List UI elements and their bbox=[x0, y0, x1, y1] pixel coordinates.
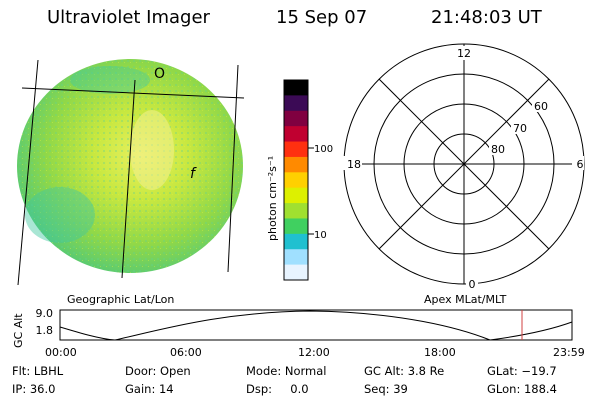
mlt-label-12: 12 bbox=[457, 47, 471, 60]
status-gain: Gain: 14 bbox=[125, 382, 174, 396]
latlon-grid bbox=[17, 59, 245, 286]
xtick-0000: 00:00 bbox=[45, 346, 77, 359]
status-seq: Seq: 39 bbox=[364, 382, 408, 396]
xtick-1800: 18:00 bbox=[424, 346, 456, 359]
colorbar-segment bbox=[284, 218, 308, 235]
uv-image-panel: O f bbox=[17, 59, 245, 286]
colorbar-segment bbox=[284, 141, 308, 158]
xtick-0600: 06:00 bbox=[170, 346, 202, 359]
status-flt: Flt: LBHL bbox=[12, 364, 64, 378]
mlat-label-60: 60 bbox=[534, 100, 548, 113]
colorbar: 100 10 photon cm⁻²s⁻¹ bbox=[266, 79, 333, 281]
colorbar-label-100: 100 bbox=[314, 144, 333, 155]
xtick-2359: 23:59 bbox=[553, 346, 585, 359]
colorbar-segment bbox=[284, 264, 308, 281]
altitude-axis-title: GC Alt bbox=[12, 313, 25, 348]
status-door: Door: Open bbox=[125, 364, 191, 378]
earth-disk bbox=[17, 59, 243, 273]
date-label: 15 Sep 07 bbox=[276, 7, 368, 28]
colorbar-frame bbox=[283, 79, 309, 281]
colorbar-segment bbox=[284, 203, 308, 219]
colorbar-unit-label: photon cm⁻²s⁻¹ bbox=[266, 156, 279, 241]
colorbar-label-10: 10 bbox=[314, 230, 327, 241]
colorbar-segment bbox=[284, 156, 308, 173]
instrument-title: Ultraviolet Imager bbox=[47, 7, 210, 28]
mlt-label-0: 0 bbox=[469, 278, 476, 291]
xtick-1200: 12:00 bbox=[298, 346, 330, 359]
colorbar-segment bbox=[284, 126, 308, 143]
status-glon: GLon: 188.4 bbox=[487, 382, 557, 396]
polar-circles bbox=[343, 43, 585, 285]
colorbar-segment bbox=[284, 80, 308, 96]
colorbar-segment bbox=[284, 233, 308, 250]
colorbar-gradient bbox=[284, 80, 308, 281]
status-mode: Mode: Normal bbox=[246, 364, 327, 378]
polar-plot-caption: Apex MLat/MLT bbox=[424, 293, 507, 306]
colorbar-segment bbox=[284, 110, 308, 127]
status-glat: GLat: −19.7 bbox=[487, 364, 557, 378]
polar-plot: 12 18 6 0 60 70 80 bbox=[342, 43, 585, 291]
colorbar-segment bbox=[284, 249, 308, 266]
mlat-label-80: 80 bbox=[491, 143, 505, 156]
status-dsp: Dsp: 0.0 bbox=[246, 382, 309, 396]
colorbar-segment bbox=[284, 95, 308, 112]
altitude-ytick-1-8: 1.8 bbox=[36, 324, 54, 337]
time-label: 21:48:03 UT bbox=[431, 7, 542, 28]
overlay-mark-f: f bbox=[190, 166, 197, 182]
colorbar-segment bbox=[284, 187, 308, 204]
altitude-curve bbox=[59, 310, 573, 341]
altitude-plot: GC Alt 9.0 1.8 bbox=[12, 307, 573, 348]
status-ip: IP: 36.0 bbox=[12, 382, 56, 396]
altitude-ytick-9: 9.0 bbox=[36, 307, 54, 320]
status-gc-alt: GC Alt: 3.8 Re bbox=[364, 364, 445, 378]
mlt-label-18: 18 bbox=[347, 158, 361, 171]
mlat-label-70: 70 bbox=[513, 122, 527, 135]
colorbar-segment bbox=[284, 172, 308, 189]
altitude-plot-frame bbox=[59, 309, 573, 341]
image-panel-caption: Geographic Lat/Lon bbox=[67, 293, 175, 306]
overlay-mark-o: O bbox=[154, 66, 165, 82]
mlt-label-6: 6 bbox=[577, 158, 584, 171]
